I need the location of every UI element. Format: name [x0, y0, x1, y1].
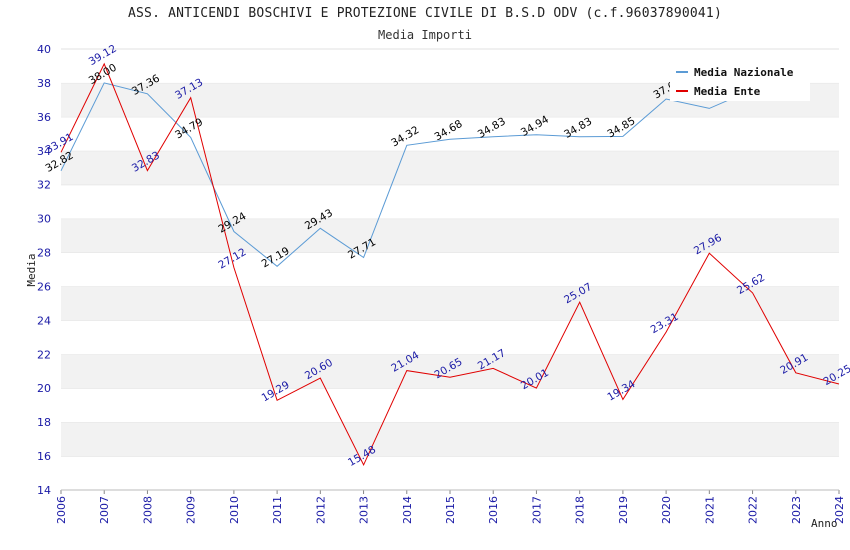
grid-band — [61, 388, 839, 423]
chart-title: ASS. ANTICENDI BOSCHIVI E PROTEZIONE CIV… — [128, 6, 722, 21]
x-tick-label: 2008 — [141, 496, 154, 524]
grid-band — [61, 422, 839, 457]
y-tick-label: 26 — [37, 280, 51, 293]
series-line-media-ente — [60, 62, 840, 467]
y-tick-label: 14 — [37, 484, 51, 497]
y-tick-label: 18 — [37, 416, 51, 429]
legend-box — [670, 60, 810, 101]
grid-band — [61, 320, 839, 355]
y-tick-label: 32 — [37, 179, 51, 192]
grid-bands — [61, 48, 839, 490]
grid-band — [61, 218, 839, 253]
x-tick-label: 2024 — [833, 496, 846, 524]
x-tick-label: 2015 — [444, 496, 457, 524]
y-tick-label: 20 — [37, 382, 51, 395]
y-tick-label: 36 — [37, 111, 51, 124]
legend: Media Nazionale Media Ente — [670, 60, 810, 101]
x-tick-label: 2011 — [271, 496, 284, 524]
y-tick-label: 28 — [37, 247, 51, 260]
y-tick-label: 16 — [37, 450, 51, 463]
x-tick-label: 2006 — [55, 496, 68, 524]
x-tick-label: 2020 — [660, 496, 673, 524]
y-tick-label: 22 — [37, 348, 51, 361]
x-tick-label: 2022 — [747, 496, 760, 524]
x-axis-ticks: 2006 2007 2008 2009 2010 2011 2012 2013 2014 2015… — [55, 490, 846, 524]
y-tick-label: 40 — [37, 43, 51, 56]
grid-band — [61, 354, 839, 389]
x-tick-label: 2009 — [185, 496, 198, 524]
grid-band — [61, 286, 839, 321]
grid-band — [61, 456, 839, 490]
y-tick-label: 24 — [37, 314, 51, 327]
x-tick-label: 2013 — [358, 496, 371, 524]
x-tick-label: 2021 — [703, 496, 716, 524]
series-lines — [60, 62, 840, 467]
y-tick-label: 38 — [37, 77, 51, 90]
y-tick-label: 34 — [37, 145, 51, 158]
grid-band — [61, 252, 839, 287]
x-tick-label: 2018 — [574, 496, 587, 524]
y-axis-ticks: 14 16 18 20 22 24 26 28 30 32 34 36 38 40 — [37, 43, 51, 497]
y-tick-label: 30 — [37, 213, 51, 226]
grid-band — [61, 150, 839, 185]
x-tick-label: 2023 — [790, 496, 803, 524]
x-axis-label: Anno — [811, 517, 838, 530]
x-tick-label: 2010 — [228, 496, 241, 524]
x-tick-label: 2017 — [530, 496, 543, 524]
chart-subtitle: Media Importi — [378, 28, 472, 42]
grid-band — [61, 116, 839, 151]
y-axis-label: Media — [25, 253, 38, 286]
x-tick-label: 2016 — [487, 496, 500, 524]
legend-entry: Media Nazionale — [694, 66, 794, 79]
legend-entry: Media Ente — [694, 85, 761, 98]
x-tick-label: 2007 — [98, 496, 111, 524]
x-tick-label: 2019 — [617, 496, 630, 524]
x-tick-label: 2014 — [401, 496, 414, 524]
grid-band — [61, 184, 839, 219]
x-tick-label: 2012 — [314, 496, 327, 524]
